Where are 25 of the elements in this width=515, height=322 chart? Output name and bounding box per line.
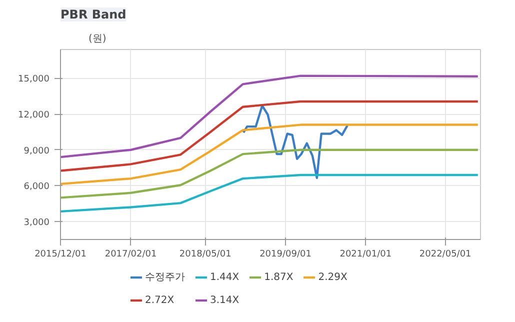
- legend-label: 수정주가: [145, 271, 185, 284]
- legend-label: 1.87X: [264, 271, 294, 283]
- x-tick-label: 2021/01/01: [340, 250, 392, 260]
- legend-label: 2.29X: [318, 271, 348, 283]
- line-series: [60, 148, 479, 199]
- legend-label: 3.14X: [210, 294, 240, 306]
- legend-label: 2.72X: [145, 294, 174, 306]
- x-tick-label: 2019/09/01: [260, 250, 312, 260]
- y-tick-label: 9,000: [24, 146, 50, 156]
- x-tick-label: 2022/05/01: [419, 250, 472, 260]
- x-tick-label: 2017/02/01: [104, 250, 157, 260]
- line-series: [242, 104, 349, 180]
- line-series: [60, 124, 479, 186]
- y-tick-label: 6,000: [24, 182, 50, 192]
- line-series: [60, 100, 479, 172]
- y-tick-label: 12,000: [18, 110, 50, 121]
- y-axis-title: (원): [88, 34, 106, 44]
- line-series: [60, 174, 479, 213]
- y-tick-label: 15,000: [18, 74, 50, 85]
- legend-label: 1.44X: [210, 271, 240, 283]
- y-tick-label: 3,000: [24, 218, 50, 228]
- x-tick-label: 2015/12/01: [34, 250, 86, 260]
- chart-title: PBR Band: [60, 8, 126, 22]
- x-tick-label: 2018/05/01: [179, 250, 232, 260]
- line-series: [60, 74, 479, 158]
